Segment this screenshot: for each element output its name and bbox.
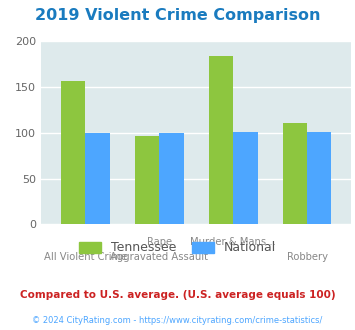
Text: © 2024 CityRating.com - https://www.cityrating.com/crime-statistics/: © 2024 CityRating.com - https://www.city… [32, 316, 323, 325]
Bar [61, 81, 85, 224]
Text: 2019 Violent Crime Comparison: 2019 Violent Crime Comparison [35, 8, 320, 23]
Bar [159, 133, 184, 224]
Bar [283, 123, 307, 224]
Text: Rape: Rape [147, 237, 172, 247]
Legend: Tennessee, National: Tennessee, National [74, 236, 281, 259]
Bar [307, 132, 332, 224]
Text: Murder & Mans...: Murder & Mans... [190, 237, 276, 247]
Bar [85, 133, 110, 224]
Bar [135, 136, 159, 224]
Text: Compared to U.S. average. (U.S. average equals 100): Compared to U.S. average. (U.S. average … [20, 290, 335, 300]
Text: All Violent Crime: All Violent Crime [44, 252, 127, 262]
Text: Aggravated Assault: Aggravated Assault [110, 252, 208, 262]
Text: Robbery: Robbery [286, 252, 328, 262]
Bar [209, 56, 233, 224]
Bar [233, 132, 257, 224]
